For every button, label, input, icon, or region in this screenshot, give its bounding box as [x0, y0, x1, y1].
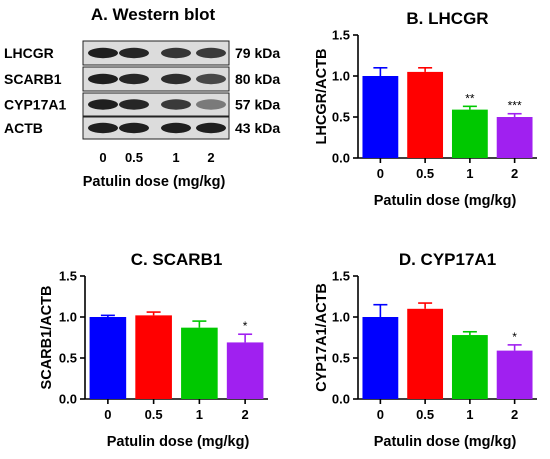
bar — [407, 71, 444, 158]
bar — [362, 317, 399, 399]
bar — [451, 335, 488, 399]
lane-label: 2 — [207, 150, 214, 165]
kda-label: 80 kDa — [235, 71, 280, 87]
y-tick-label: 1.0 — [332, 310, 350, 325]
kda-label: 57 kDa — [235, 97, 280, 113]
blot-band — [161, 122, 191, 134]
x-axis-label: Patulin dose (mg/kg) — [374, 434, 517, 450]
y-tick-label: 0.5 — [332, 110, 350, 125]
x-tick-label: 0 — [377, 166, 384, 181]
significance-marker: * — [512, 330, 517, 344]
lane-label: 0 — [99, 150, 106, 165]
y-axis-label: LHCGR/ACTB — [314, 49, 330, 145]
y-tick-label: 0.0 — [332, 151, 350, 166]
western-blot-title: A. Western blot — [91, 5, 216, 24]
blot-strip — [82, 92, 230, 117]
y-axis-label: SCARB1/ACTB — [39, 286, 55, 390]
kda-label: 43 kDa — [235, 120, 280, 136]
blot-band — [119, 99, 149, 110]
blot-band — [161, 73, 191, 85]
chart-title: C. SCARB1 — [131, 250, 223, 269]
blot-band — [119, 122, 149, 134]
blot-band — [119, 73, 149, 85]
blot-band — [196, 122, 226, 134]
western-blot-panel: A. Western blot LHCGR 79 kDa SCARB1 80 kDa C… — [4, 5, 280, 190]
bar — [451, 109, 488, 158]
bar — [407, 308, 444, 399]
y-tick-label: 0.5 — [332, 351, 350, 366]
y-tick-label: 0.5 — [59, 351, 77, 366]
significance-marker: *** — [508, 99, 522, 113]
x-axis-label: Patulin dose (mg/kg) — [107, 434, 250, 450]
chart-title: B. LHCGR — [406, 9, 488, 28]
x-tick-label: 1 — [196, 407, 203, 422]
y-axis-label: CYP17A1/ACTB — [314, 283, 330, 392]
x-tick-label: 0.5 — [416, 166, 434, 181]
y-tick-label: 1.5 — [59, 269, 77, 284]
y-tick-label: 1.0 — [59, 310, 77, 325]
significance-marker: ** — [465, 91, 475, 105]
bar — [135, 315, 172, 399]
blot-band — [196, 99, 226, 110]
x-tick-label: 0 — [104, 407, 111, 422]
x-tick-label: 1 — [466, 407, 473, 422]
protein-label: LHCGR — [4, 45, 54, 61]
x-tick-label: 0.5 — [416, 407, 434, 422]
scarb1-chart: C. SCARB1 SCARB1/ACTB 0.0 0.5 1.0 1.5 0 0.5 1 2 * P… — [39, 250, 268, 450]
blot-band — [88, 122, 118, 134]
bar — [496, 350, 533, 399]
blot-band — [119, 47, 149, 59]
lane-label: 1 — [172, 150, 179, 165]
x-tick-label: 2 — [511, 407, 518, 422]
protein-label: SCARB1 — [4, 71, 62, 87]
kda-label: 79 kDa — [235, 45, 280, 61]
protein-label: ACTB — [4, 120, 43, 136]
bar — [181, 327, 218, 399]
protein-label: CYP17A1 — [4, 97, 66, 113]
bar — [226, 342, 264, 399]
blot-strip — [82, 116, 230, 140]
western-blot-x-label: Patulin dose (mg/kg) — [83, 174, 226, 190]
x-tick-label: 2 — [511, 166, 518, 181]
y-tick-label: 1.0 — [332, 69, 350, 84]
x-axis-label: Patulin dose (mg/kg) — [374, 193, 517, 209]
y-tick-label: 1.5 — [332, 269, 350, 284]
y-tick-label: 0.0 — [332, 392, 350, 407]
x-tick-label: 2 — [242, 407, 249, 422]
y-tick-label: 0.0 — [59, 392, 77, 407]
blot-band — [88, 73, 118, 85]
chart-title: D. CYP17A1 — [399, 250, 496, 269]
x-tick-label: 0 — [377, 407, 384, 422]
blot-band — [88, 47, 118, 59]
blot-band — [196, 47, 226, 59]
blot-band — [161, 99, 191, 110]
x-tick-label: 0.5 — [145, 407, 163, 422]
y-tick-label: 1.5 — [332, 28, 350, 43]
x-tick-label: 1 — [466, 166, 473, 181]
blot-band — [196, 73, 226, 85]
blot-band — [161, 47, 191, 59]
bar — [496, 117, 533, 158]
blot-band — [88, 99, 118, 110]
lane-label: 0.5 — [125, 150, 143, 165]
bar — [362, 76, 399, 158]
bar — [89, 317, 127, 399]
significance-marker: * — [243, 319, 248, 333]
